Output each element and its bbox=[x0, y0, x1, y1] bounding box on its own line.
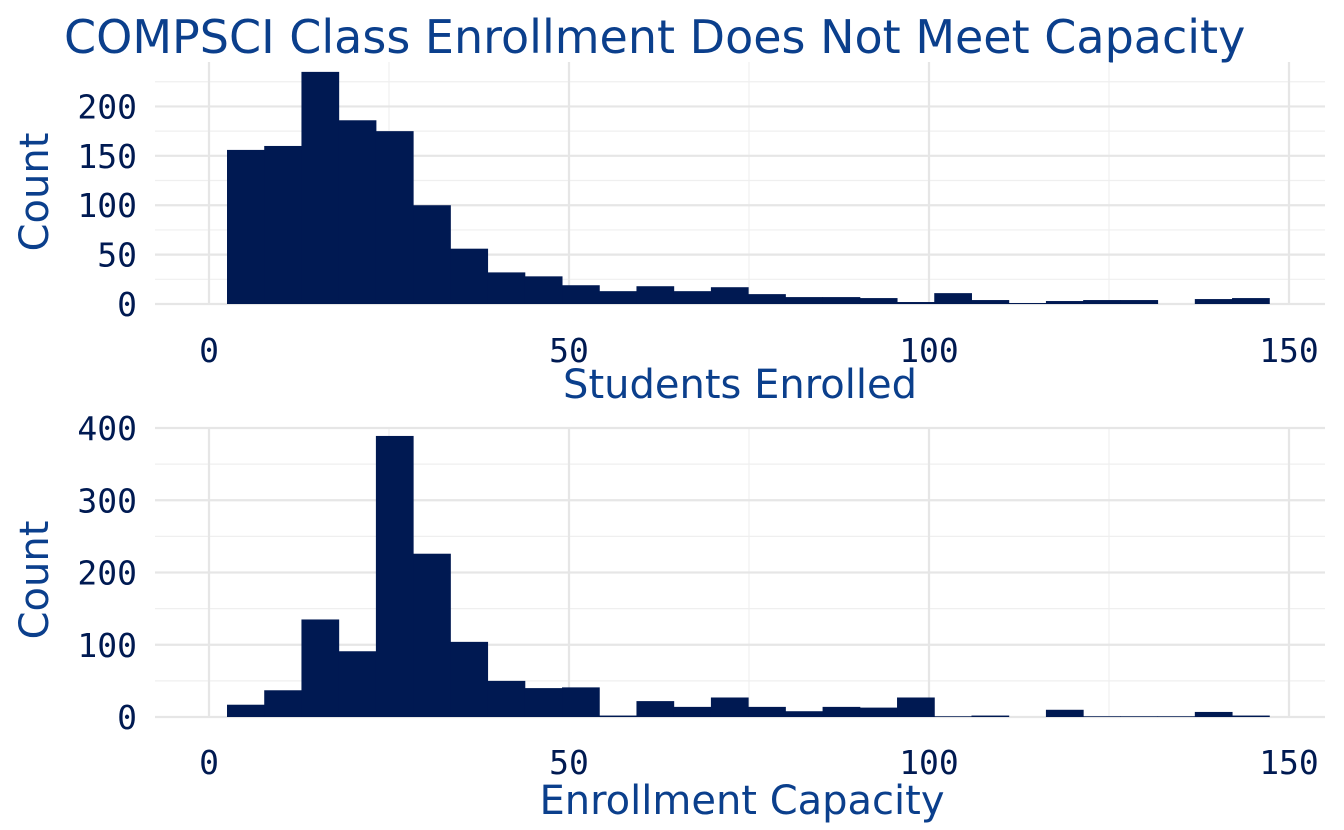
capacity-bar bbox=[859, 707, 898, 717]
enrolled-y-tick-label: 150 bbox=[77, 137, 137, 176]
enrolled-bar bbox=[487, 272, 526, 304]
capacity-bar bbox=[599, 715, 637, 717]
enrolled-bar bbox=[710, 287, 749, 304]
capacity-bar bbox=[413, 553, 451, 717]
capacity-bar bbox=[264, 690, 302, 717]
capacity-tick-labels: 0 50 100 150 0 100 200 300 400 bbox=[77, 409, 1318, 782]
capacity-bar bbox=[301, 619, 340, 717]
capacity-bar bbox=[1045, 709, 1084, 717]
enrolled-x-tick-label: 150 bbox=[1259, 331, 1319, 370]
enrolled-y-tick-label: 50 bbox=[97, 236, 137, 275]
enrolled-bar bbox=[636, 286, 675, 304]
enrolled-bar bbox=[785, 297, 824, 304]
enrolled-bar bbox=[338, 120, 377, 304]
enrolled-y-tick-label: 200 bbox=[77, 87, 137, 126]
capacity-bar bbox=[934, 716, 972, 717]
capacity-bar bbox=[338, 651, 377, 717]
enrolled-bar bbox=[1045, 301, 1084, 304]
capacity-bar bbox=[673, 706, 712, 717]
capacity-bar bbox=[375, 435, 414, 717]
enrolled-bar bbox=[822, 297, 861, 304]
enrolled-bar bbox=[599, 291, 637, 304]
enrolled-bar bbox=[971, 300, 1010, 304]
enrolled-x-tick-label: 50 bbox=[549, 331, 589, 370]
enrolled-bar bbox=[859, 298, 898, 304]
enrolled-y-tick-label: 0 bbox=[117, 285, 137, 324]
enrolled-y-axis-title: Count bbox=[12, 133, 58, 252]
capacity-bar bbox=[897, 697, 935, 717]
capacity-y-tick-label: 300 bbox=[77, 481, 137, 520]
capacity-bar bbox=[1232, 715, 1270, 717]
capacity-x-tick-label: 100 bbox=[899, 743, 959, 782]
capacity-bar bbox=[785, 711, 824, 717]
capacity-histogram-panel: 0 50 100 150 0 100 200 300 400 Enrollment Capaci… bbox=[12, 409, 1325, 824]
capacity-bar bbox=[1120, 716, 1159, 717]
enrolled-bar bbox=[1083, 300, 1121, 304]
capacity-x-tick-label: 150 bbox=[1259, 743, 1319, 782]
enrolled-bar bbox=[1194, 299, 1233, 304]
capacity-x-axis-title: Enrollment Capacity bbox=[539, 778, 944, 824]
enrolled-bar bbox=[524, 276, 563, 304]
capacity-bar bbox=[450, 641, 489, 717]
enrolled-x-axis-title: Students Enrolled bbox=[563, 362, 917, 408]
enrolled-bar bbox=[748, 294, 786, 304]
capacity-y-axis-title: Count bbox=[12, 521, 58, 640]
capacity-bar bbox=[1157, 716, 1196, 717]
capacity-x-tick-label: 0 bbox=[199, 743, 219, 782]
capacity-bar bbox=[1194, 711, 1233, 717]
capacity-bar bbox=[227, 704, 265, 717]
capacity-bar bbox=[748, 706, 786, 717]
capacity-bars bbox=[227, 435, 1270, 717]
capacity-y-tick-label: 100 bbox=[77, 626, 137, 665]
capacity-bar bbox=[562, 687, 600, 717]
enrolled-x-tick-label: 0 bbox=[199, 331, 219, 370]
capacity-bar bbox=[524, 688, 563, 717]
enrolled-bar bbox=[562, 285, 600, 304]
enrolled-y-tick-label: 100 bbox=[77, 186, 137, 225]
capacity-y-tick-label: 400 bbox=[77, 409, 137, 448]
enrolled-tick-labels: 0 50 100 150 0 50 100 150 200 bbox=[77, 87, 1318, 370]
enrolled-bar bbox=[413, 205, 451, 304]
enrolled-bar bbox=[375, 131, 414, 304]
capacity-bar bbox=[1083, 716, 1121, 717]
enrolled-bar bbox=[1120, 300, 1159, 304]
capacity-bar bbox=[636, 701, 675, 717]
enrolled-bar bbox=[264, 145, 302, 304]
enrolled-bar bbox=[673, 291, 712, 304]
chart-title: COMPSCI Class Enrollment Does Not Meet C… bbox=[64, 10, 1245, 64]
capacity-bar bbox=[710, 697, 749, 717]
capacity-bar bbox=[971, 715, 1010, 717]
capacity-y-tick-label: 200 bbox=[77, 554, 137, 593]
enrolled-bar bbox=[301, 71, 340, 304]
enrolled-bar bbox=[934, 293, 972, 304]
enrolled-bar bbox=[1008, 303, 1047, 304]
enrolled-x-tick-label: 100 bbox=[899, 331, 959, 370]
capacity-bar bbox=[822, 706, 861, 717]
enrolled-bars bbox=[227, 71, 1270, 304]
capacity-x-tick-label: 50 bbox=[549, 743, 589, 782]
enrolled-bar bbox=[1232, 298, 1270, 304]
enrolled-bar bbox=[227, 149, 265, 304]
capacity-y-tick-label: 0 bbox=[117, 698, 137, 737]
enrolled-bar bbox=[450, 248, 489, 304]
capacity-bar bbox=[487, 680, 526, 717]
enrolled-bar bbox=[897, 302, 935, 304]
